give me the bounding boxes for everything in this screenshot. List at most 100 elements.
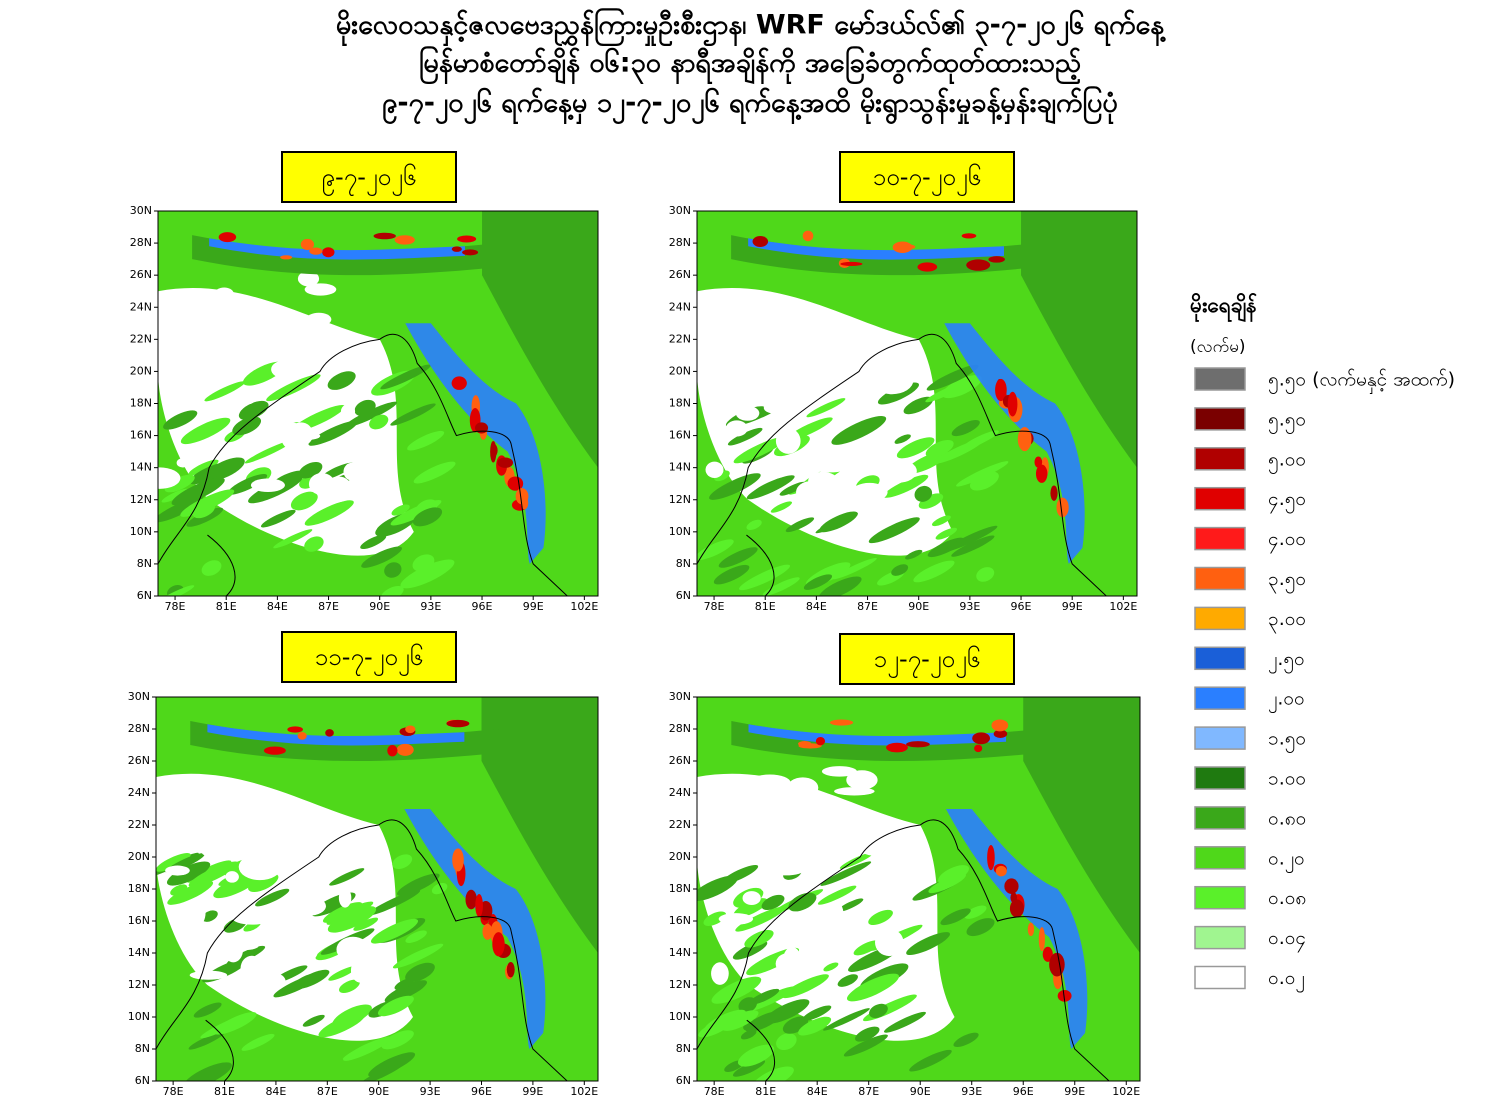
rain-streak xyxy=(368,1052,416,1077)
heavy-cell xyxy=(515,488,529,505)
dry-patch xyxy=(856,835,896,856)
rain-streak xyxy=(329,868,365,886)
rain-streak xyxy=(244,440,293,464)
dry-patch xyxy=(165,865,190,876)
heavy-cell xyxy=(300,238,315,251)
heavy-cell xyxy=(322,247,335,258)
heavy-cell xyxy=(988,256,1005,263)
rain-streak xyxy=(744,986,797,1012)
lon-label: 90E xyxy=(910,1085,931,1098)
rain-streak xyxy=(367,889,421,916)
rain-streak xyxy=(868,909,893,926)
rain-streak xyxy=(370,918,419,944)
heavy-cell xyxy=(465,889,477,910)
rain-streak xyxy=(926,364,979,391)
heavy-cell xyxy=(961,233,977,239)
dry-patch xyxy=(158,467,181,489)
lat-label: 26N xyxy=(669,754,691,767)
date-box xyxy=(839,633,1015,685)
lat-label: 16N xyxy=(128,914,150,927)
dry-patch xyxy=(340,404,356,420)
lat-label: 30N xyxy=(130,204,152,217)
rain-streak xyxy=(737,1044,775,1067)
rain-streak xyxy=(976,567,995,582)
rain-streak xyxy=(697,539,734,561)
dry-patch xyxy=(870,366,914,395)
dry-patch xyxy=(189,970,228,980)
rain-streak xyxy=(397,873,440,896)
lon-label: 78E xyxy=(704,1085,725,1098)
island xyxy=(746,534,775,596)
date-label: ၁၂-၇-၂၀၂၆ xyxy=(874,644,981,678)
dry-patch xyxy=(231,910,273,925)
lat-label: 22N xyxy=(669,818,691,831)
rain-streak xyxy=(721,1010,759,1031)
lat-label: 20N xyxy=(669,850,691,863)
legend-label: ၅.၅၀ xyxy=(1268,408,1306,434)
dry-patch xyxy=(839,826,870,845)
rain-streak xyxy=(785,517,815,533)
heavy-cell xyxy=(1057,990,1072,1002)
rain-streak xyxy=(713,564,750,585)
rain-streak xyxy=(377,995,414,1017)
lon-label: 102E xyxy=(1109,600,1137,613)
dry-patch xyxy=(808,459,851,473)
rain-streak xyxy=(914,485,933,502)
lat-label: 22N xyxy=(130,332,152,345)
lon-label: 90E xyxy=(368,1085,389,1098)
rain-streak xyxy=(183,1062,232,1081)
lat-label: 18N xyxy=(669,882,691,895)
rain-streak xyxy=(739,564,791,591)
heavy-cell xyxy=(506,961,515,978)
dry-patch xyxy=(263,316,287,334)
dry-patch xyxy=(851,482,888,502)
lon-label: 84E xyxy=(806,600,827,613)
rain-streak xyxy=(806,398,846,418)
dry-patch xyxy=(848,463,887,474)
dry-patch xyxy=(823,915,858,927)
lat-label: 30N xyxy=(669,690,691,703)
rain-streak xyxy=(966,918,995,937)
dry-patch xyxy=(718,913,754,925)
rain-streak xyxy=(238,400,269,420)
lat-label: 12N xyxy=(669,493,691,506)
legend-swatch xyxy=(1194,686,1246,710)
rain-streak xyxy=(400,559,455,589)
heavy-cell xyxy=(482,923,493,940)
wet-area xyxy=(1023,697,1140,953)
heavy-cell xyxy=(1035,464,1048,483)
date-label: ၁၀-၇-၂၀၂၆ xyxy=(873,162,981,196)
heavy-cell xyxy=(815,736,826,746)
heavy-band xyxy=(944,323,1085,564)
rain-streak xyxy=(788,892,817,912)
dry-patch xyxy=(796,481,825,504)
dry-patch xyxy=(715,331,733,360)
rain-streak xyxy=(171,477,225,506)
rain-streak xyxy=(353,917,379,931)
rain-streak xyxy=(853,940,881,956)
heavy-cell xyxy=(462,249,479,256)
dry-patch xyxy=(308,473,335,496)
dry-patch xyxy=(336,936,370,963)
lon-label: 102E xyxy=(570,1085,598,1098)
rain-streak xyxy=(161,488,189,503)
dry-patch xyxy=(735,405,760,421)
rain-streak xyxy=(413,461,456,484)
dry-patch xyxy=(287,431,321,441)
island xyxy=(207,534,236,596)
rain-streak xyxy=(392,943,444,969)
dry-patch xyxy=(336,346,351,361)
rain-streak xyxy=(823,962,839,972)
heavy-cell xyxy=(1042,946,1053,962)
rain-streak xyxy=(380,585,404,596)
lat-label: 16N xyxy=(130,429,152,442)
lat-label: 10N xyxy=(669,525,691,538)
rain-streak xyxy=(943,525,998,552)
heavy-band xyxy=(405,323,546,564)
dry-patch xyxy=(775,428,801,454)
rain-map xyxy=(158,211,598,596)
dry-patch xyxy=(739,849,770,864)
lat-label: 14N xyxy=(130,461,152,474)
rain-streak xyxy=(332,1004,372,1028)
